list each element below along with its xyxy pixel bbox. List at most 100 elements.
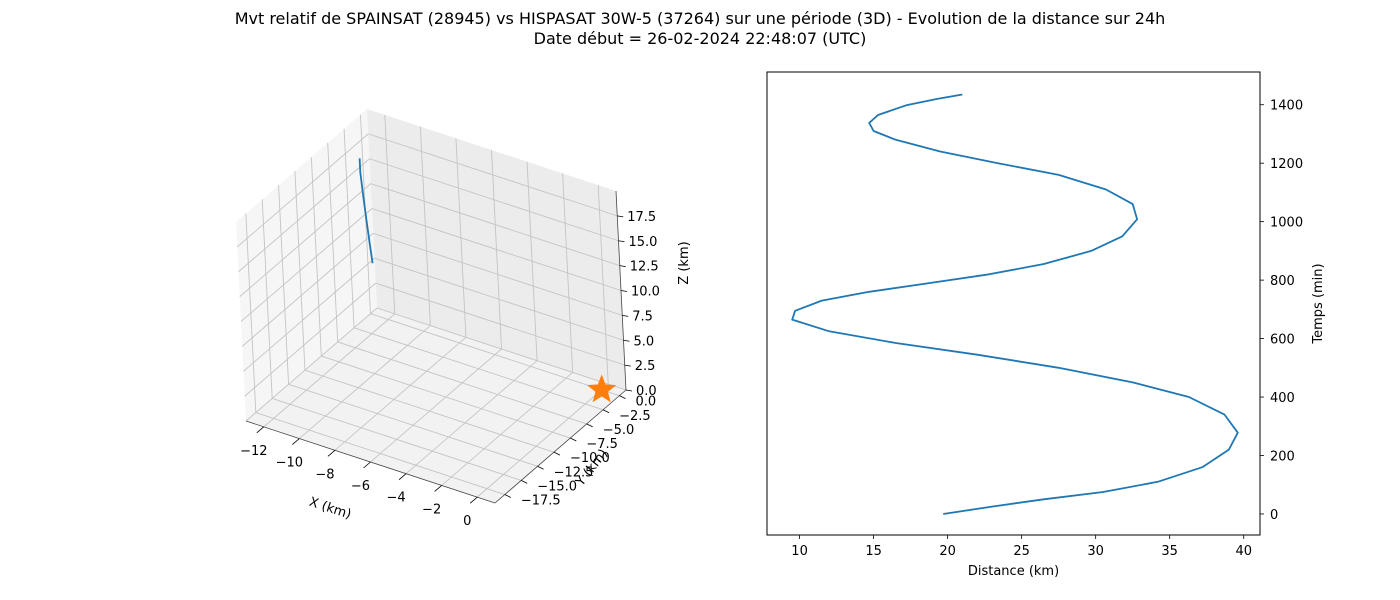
trajectory-line bbox=[358, 158, 374, 264]
z-grid-back bbox=[370, 183, 620, 267]
z-tick-mark bbox=[619, 265, 626, 268]
z-tick-mark bbox=[618, 240, 625, 243]
y-tick-mark bbox=[619, 395, 626, 400]
z-axis-label: Z (km) bbox=[677, 241, 692, 284]
x-tick-label: 30 bbox=[1087, 544, 1104, 559]
y-axis-line bbox=[494, 389, 627, 504]
x-grid-floor bbox=[299, 325, 431, 439]
y-tick-mark bbox=[521, 480, 528, 484]
x-tick-label: −2 bbox=[422, 502, 441, 517]
y-tick-mark bbox=[570, 437, 577, 442]
x-tick-mark bbox=[469, 496, 478, 504]
y-tick-label: 200 bbox=[1270, 449, 1295, 464]
y-grid-floor bbox=[370, 313, 620, 397]
plot-frame bbox=[766, 71, 1261, 536]
y-tick-label: 0.0 bbox=[635, 395, 656, 410]
z-grid-back bbox=[373, 232, 623, 316]
x-grid-floor bbox=[441, 372, 573, 486]
z-grid-left bbox=[236, 133, 369, 248]
y-tick-label: −15.0 bbox=[537, 479, 577, 494]
z-tick-label: 7.5 bbox=[632, 309, 653, 324]
x-tick-label: −12 bbox=[240, 444, 267, 459]
z-tick-label: 12.5 bbox=[630, 260, 659, 275]
y-grid-floor bbox=[288, 383, 538, 467]
z-grid-left bbox=[241, 233, 374, 347]
z-tick-mark bbox=[620, 290, 628, 292]
z-grid-left bbox=[239, 183, 372, 297]
z-tick-mark bbox=[625, 389, 633, 392]
x-tick-label: −8 bbox=[315, 467, 334, 482]
x-tick-label: 40 bbox=[1235, 544, 1252, 559]
x-tick-label: 20 bbox=[939, 544, 956, 559]
z-tick-label: 0.0 bbox=[636, 384, 657, 399]
y-grid-floor bbox=[337, 341, 587, 425]
y-grid-floor bbox=[304, 369, 555, 453]
z-grid-left bbox=[244, 282, 377, 397]
z-grid-back bbox=[375, 282, 625, 366]
x-tick-label: −10 bbox=[276, 456, 303, 471]
x-grid-floor bbox=[334, 336, 467, 451]
z-tick-label: 5.0 bbox=[634, 334, 655, 349]
z-grid-left bbox=[238, 158, 370, 273]
reference-star-marker bbox=[586, 374, 617, 403]
y-tick-label: −5.0 bbox=[603, 423, 635, 438]
x-grid-floor bbox=[263, 313, 396, 428]
y-tick-mark bbox=[504, 494, 512, 498]
x-tick-label: 10 bbox=[791, 544, 808, 559]
x-grid-floor bbox=[476, 383, 609, 498]
y-tick-label: 0 bbox=[1270, 508, 1278, 523]
z-grid-left bbox=[243, 257, 375, 372]
z-tick-mark bbox=[623, 339, 630, 342]
z-grid-back bbox=[371, 208, 622, 291]
y-grid-floor bbox=[321, 355, 571, 439]
y-axis-label: Temps (min) bbox=[1311, 263, 1326, 344]
y-tick-label: −17.5 bbox=[521, 494, 561, 509]
y-tick-mark bbox=[537, 465, 544, 470]
z-grid-back bbox=[376, 307, 627, 391]
y-tick-label: 400 bbox=[1270, 391, 1295, 406]
y-tick-label: 600 bbox=[1270, 333, 1295, 348]
x-tick-label: −4 bbox=[386, 491, 405, 506]
z-tick-label: 17.5 bbox=[627, 210, 656, 225]
x-tick-mark bbox=[398, 473, 407, 481]
y-tick-label: −10.0 bbox=[570, 451, 610, 466]
y-tick-label: 1200 bbox=[1270, 157, 1303, 172]
distance-line bbox=[791, 93, 1239, 515]
z-grid-left bbox=[240, 208, 373, 322]
x-tick-mark bbox=[434, 485, 442, 492]
x-grid-floor bbox=[405, 360, 538, 475]
y-tick-mark bbox=[553, 451, 561, 456]
y-tick-label: −12.5 bbox=[554, 465, 594, 480]
x-tick-mark bbox=[256, 426, 265, 434]
x-tick-mark bbox=[363, 461, 371, 469]
z-tick-mark bbox=[617, 215, 624, 218]
y-tick-label: 1000 bbox=[1270, 216, 1303, 231]
y-tick-label: 800 bbox=[1270, 274, 1295, 289]
x-tick-mark bbox=[292, 438, 300, 445]
x-tick-label: −6 bbox=[351, 479, 370, 494]
y-tick-label: −7.5 bbox=[586, 437, 618, 452]
x-tick-mark bbox=[327, 449, 336, 457]
y-tick-mark bbox=[586, 423, 593, 428]
y-grid-floor bbox=[353, 327, 604, 411]
z-tick-label: 15.0 bbox=[629, 235, 658, 250]
figure-subtitle: Date début = 26-02-2024 22:48:07 (UTC) bbox=[533, 29, 867, 48]
z-grid-back bbox=[369, 158, 619, 242]
y-grid-floor bbox=[272, 397, 522, 481]
x-tick-label: 15 bbox=[865, 544, 882, 559]
z-grid-back bbox=[368, 133, 618, 217]
z-tick-mark bbox=[624, 364, 631, 367]
z-grid-back bbox=[374, 257, 624, 341]
z-tick-label: 2.5 bbox=[635, 359, 656, 374]
y-grid-floor bbox=[255, 412, 505, 495]
x-grid-floor bbox=[370, 348, 502, 463]
y-tick-label: 1400 bbox=[1270, 99, 1303, 114]
figure-title: Mvt relatif de SPAINSAT (28945) vs HISPA… bbox=[234, 9, 1166, 28]
y-tick-label: −2.5 bbox=[619, 409, 651, 424]
x-axis-label: Distance (km) bbox=[968, 564, 1059, 579]
y-tick-mark bbox=[602, 409, 610, 414]
x-tick-label: 35 bbox=[1161, 544, 1178, 559]
z-tick-label: 10.0 bbox=[631, 285, 660, 300]
